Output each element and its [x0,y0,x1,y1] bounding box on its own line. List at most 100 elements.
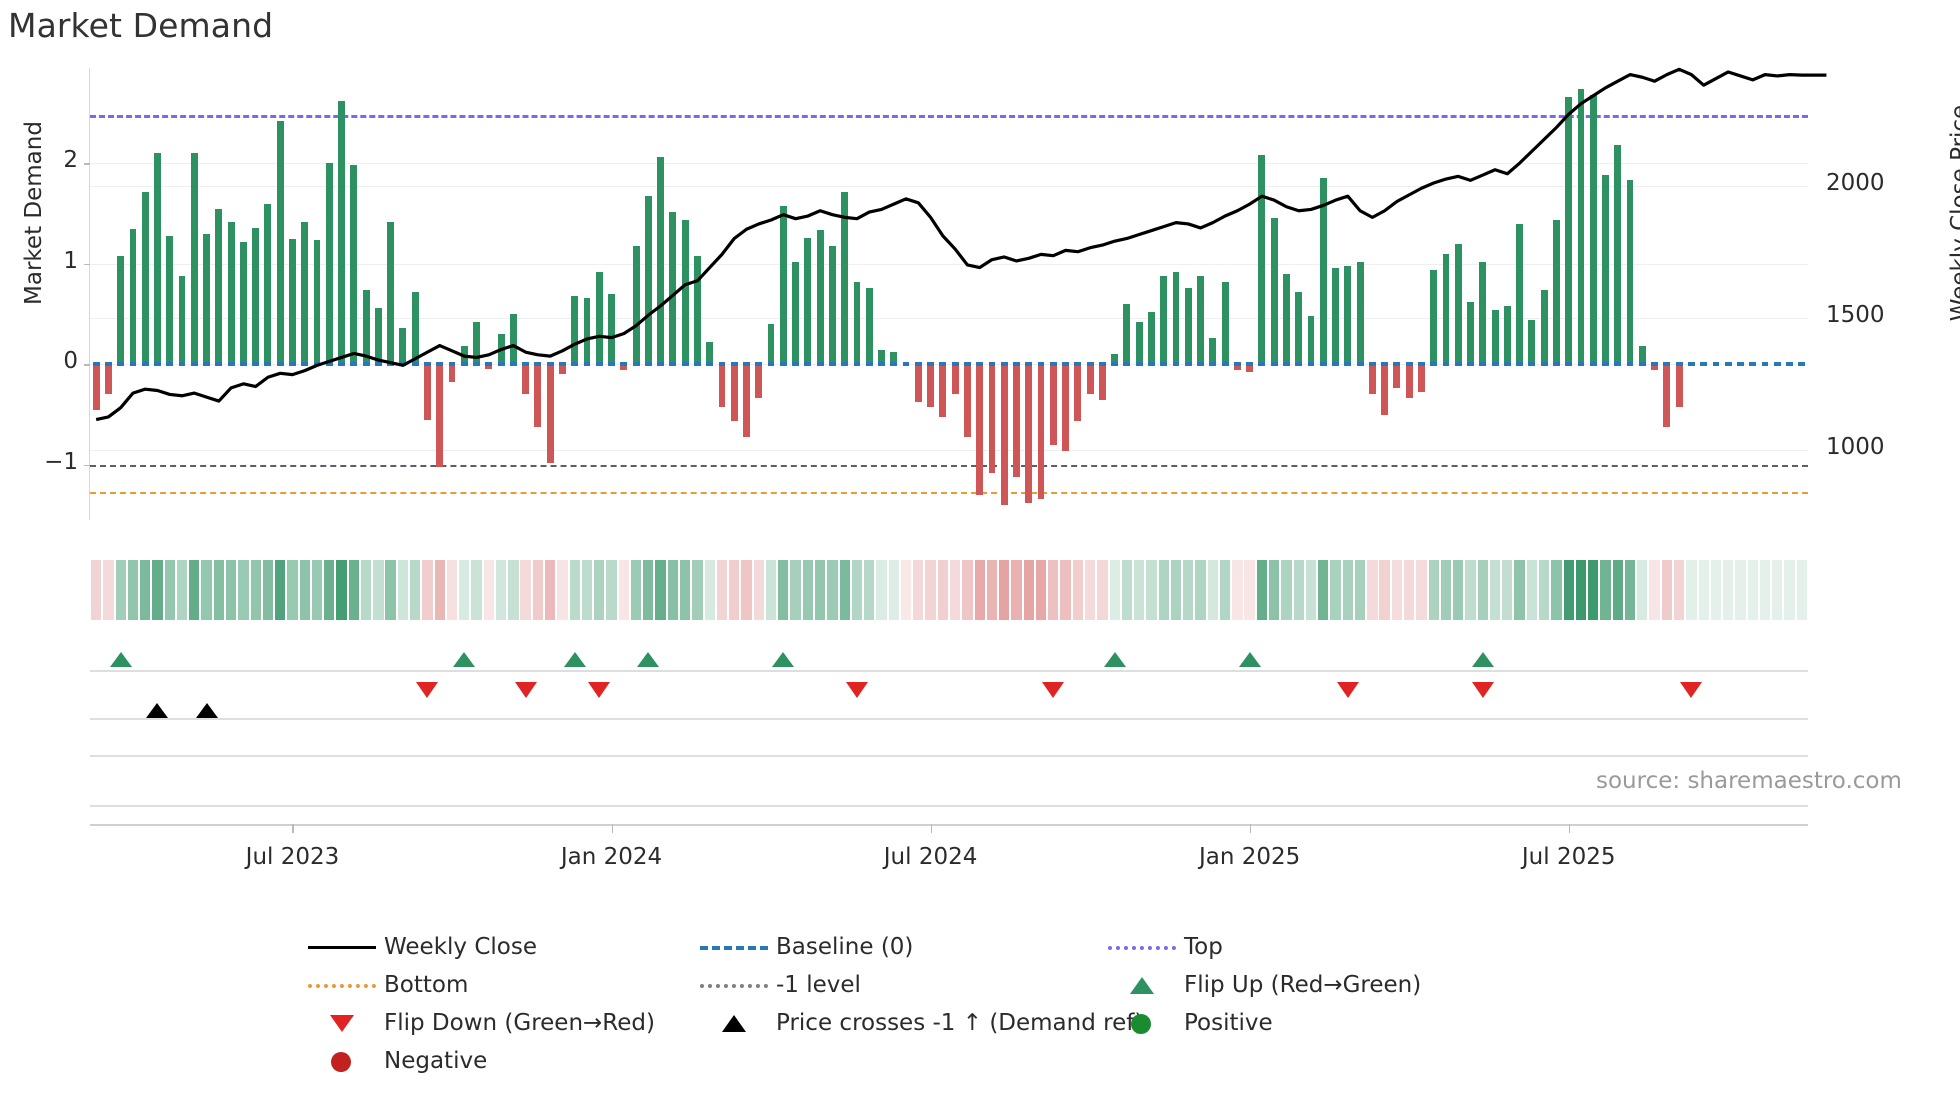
heatmap-cell [1710,560,1722,620]
heatmap-cell [1244,560,1255,620]
baseline-segment [1307,362,1315,367]
baseline-segment [522,362,530,367]
baseline-segment [828,362,836,367]
legend-item-price-crosses[interactable]: Price crosses -1 ↑ (Demand ref) [692,1004,1143,1042]
gridline [90,263,1808,265]
heatmap-cell [1305,560,1317,620]
legend-item-weekly-close[interactable]: Weekly Close [300,928,537,966]
baseline-segment [1258,362,1266,367]
baseline-segment [1062,362,1069,367]
heatmap-cell [581,560,593,620]
baseline-segment [509,362,517,367]
demand-bar [792,261,800,365]
demand-bar [1565,97,1573,365]
demand-bar [1491,310,1499,365]
demand-bar [1295,292,1303,365]
demand-bar [1454,243,1462,365]
legend-item-neg1-level[interactable]: -1 level [692,966,861,1004]
legend-item-top[interactable]: Top [1100,928,1223,966]
heatmap-cell [1784,560,1795,620]
flip-down-marker [1680,682,1703,698]
baseline-segment [1602,362,1609,367]
heatmap-cell [1612,560,1623,620]
baseline-segment [1393,362,1401,367]
demand-bar [203,233,210,365]
triangle-up-black-icon [692,1004,776,1042]
legend-item-negative[interactable]: Negative [300,1042,487,1080]
demand-bar [571,296,579,365]
baseline-segment [1786,362,1794,367]
demand-bar [1307,316,1315,365]
heatmap-cell [1072,560,1083,620]
x-axis-line [90,824,1808,826]
legend-item-baseline[interactable]: Baseline (0) [692,928,913,966]
heatmap-cell [1269,560,1280,620]
x-tickmark [611,824,614,833]
baseline-segment [755,362,763,367]
heatmap-cell [1563,560,1574,620]
baseline-segment [1712,362,1720,367]
heatmap-cell [275,560,286,620]
heatmap-cell [741,560,752,620]
heatmap-cell [1575,560,1587,620]
heatmap-cell [1600,560,1611,620]
demand-bar [743,364,750,437]
demand-bar [141,191,149,365]
heatmap-cell [1134,560,1145,620]
heatmap-cell [1379,560,1390,620]
legend-item-positive[interactable]: Positive [1100,1004,1273,1042]
demand-bar [804,237,812,365]
heatmap-cell [778,560,789,620]
heatmap-cell [569,560,580,620]
marker-rule-2 [90,718,1808,720]
baseline-segment [559,362,566,367]
baseline-segment [239,362,247,367]
baseline-segment [1037,362,1045,367]
flip-down-marker [1042,682,1065,698]
baseline-segment [1638,362,1646,367]
heatmap-cell [630,560,642,620]
baseline-segment [1442,362,1450,367]
heatmap-cell [1416,560,1427,620]
heatmap-cell [974,560,985,620]
heatmap-cell [360,560,372,620]
demand-bar [951,364,959,395]
heatmap-cell [655,560,666,620]
x-axis: Jul 2023 Jan 2024 Jul 2024 Jan 2025 Jul 2025 [90,824,1808,874]
legend-label: Baseline (0) [776,934,914,960]
baseline-segment [681,362,689,367]
baseline-segment [1565,362,1573,367]
heatmap-cell [238,560,249,620]
heatmap-cell [1195,560,1206,620]
heatmap-cell [1453,560,1464,620]
marker-band [90,630,1808,735]
baseline-segment [706,362,714,367]
heatmap-cell [1256,560,1268,620]
baseline-segment [534,362,542,367]
baseline-segment [1246,362,1254,367]
demand-bar [828,245,836,365]
legend-item-flip-up[interactable]: Flip Up (Red→Green) [1100,966,1421,1004]
flip-down-marker [1336,682,1359,698]
heatmap-cell [299,560,310,620]
heatmap-cell [189,560,200,620]
heatmap-cell [1219,560,1231,620]
heatmap-cell [729,560,740,620]
heatmap-cell [1330,560,1341,620]
x-tick-label: Jan 2024 [560,844,663,870]
lower-rule-1 [90,755,1808,757]
legend-item-bottom[interactable]: Bottom [300,966,468,1004]
bottom-level-line [90,491,1808,494]
baseline-segment [1614,362,1622,367]
demand-bar [374,308,382,365]
heatmap-cell [1588,560,1599,620]
baseline-segment [1773,362,1781,367]
y-tick-right: 1500 [1826,301,1885,328]
baseline-segment [1675,362,1683,367]
demand-bar [448,364,456,383]
legend-item-flip-down[interactable]: Flip Down (Green→Red) [300,1004,655,1042]
demand-bar [1332,267,1339,365]
baseline-segment [1160,362,1168,367]
heatmap-cell [1232,560,1243,620]
baseline-segment [792,362,800,367]
